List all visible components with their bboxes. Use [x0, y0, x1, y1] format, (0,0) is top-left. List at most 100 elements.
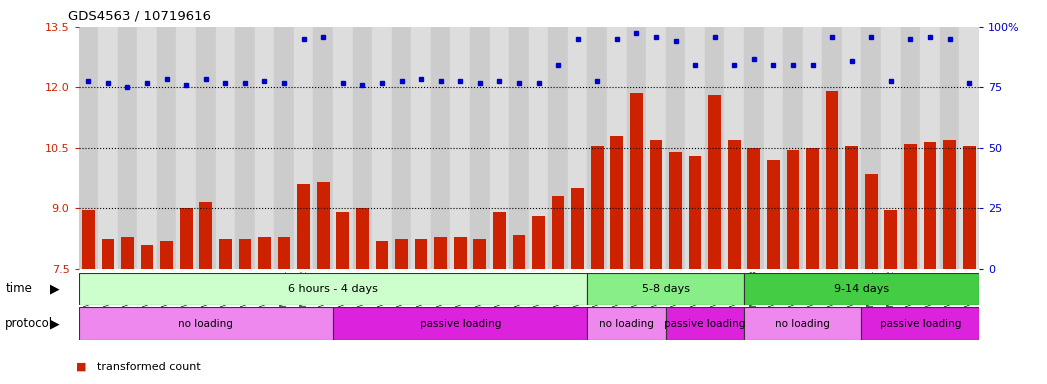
- Bar: [137, 27, 157, 269]
- Bar: [549, 27, 567, 269]
- Bar: [959, 27, 979, 269]
- Bar: [392, 27, 411, 269]
- Bar: [587, 27, 607, 269]
- Bar: [923, 142, 936, 269]
- Bar: [920, 27, 940, 269]
- Bar: [725, 27, 744, 269]
- Text: no loading: no loading: [178, 318, 233, 329]
- Bar: [277, 237, 290, 269]
- Bar: [121, 237, 134, 269]
- Bar: [79, 273, 587, 305]
- Bar: [336, 212, 349, 269]
- Bar: [943, 140, 956, 269]
- Bar: [199, 202, 213, 269]
- Bar: [219, 238, 231, 269]
- Bar: [572, 188, 584, 269]
- Bar: [98, 27, 117, 269]
- Bar: [767, 160, 780, 269]
- Bar: [842, 27, 862, 269]
- Bar: [649, 140, 663, 269]
- Bar: [666, 27, 686, 269]
- Text: ▶: ▶: [49, 283, 60, 295]
- Text: transformed count: transformed count: [97, 362, 201, 372]
- Bar: [803, 27, 822, 269]
- Bar: [626, 27, 646, 269]
- Bar: [865, 174, 877, 269]
- Bar: [763, 27, 783, 269]
- Bar: [79, 307, 333, 340]
- Bar: [783, 27, 803, 269]
- Bar: [333, 307, 587, 340]
- Bar: [274, 27, 294, 269]
- Bar: [372, 27, 392, 269]
- Bar: [490, 27, 509, 269]
- Bar: [748, 148, 760, 269]
- Bar: [567, 27, 587, 269]
- Bar: [196, 27, 216, 269]
- Bar: [297, 184, 310, 269]
- Bar: [552, 196, 564, 269]
- Bar: [806, 148, 819, 269]
- Text: ▶: ▶: [49, 317, 60, 330]
- Bar: [102, 238, 114, 269]
- Bar: [82, 210, 94, 269]
- Bar: [216, 27, 236, 269]
- Text: ■: ■: [76, 362, 87, 372]
- Bar: [353, 27, 372, 269]
- Bar: [591, 146, 604, 269]
- Bar: [646, 27, 666, 269]
- Text: no loading: no loading: [776, 318, 830, 329]
- Bar: [709, 96, 721, 269]
- Text: passive loading: passive loading: [664, 318, 745, 329]
- Bar: [786, 150, 799, 269]
- Bar: [157, 27, 176, 269]
- Bar: [450, 27, 470, 269]
- Bar: [411, 27, 431, 269]
- Text: 9-14 days: 9-14 days: [834, 284, 889, 294]
- Bar: [689, 156, 701, 269]
- Bar: [963, 146, 976, 269]
- Bar: [669, 152, 682, 269]
- Bar: [744, 307, 862, 340]
- Bar: [254, 27, 274, 269]
- Bar: [728, 140, 740, 269]
- Bar: [744, 273, 979, 305]
- Text: passive loading: passive loading: [879, 318, 961, 329]
- Bar: [744, 27, 763, 269]
- Bar: [885, 210, 897, 269]
- Bar: [862, 307, 979, 340]
- Bar: [610, 136, 623, 269]
- Bar: [904, 144, 917, 269]
- Bar: [882, 27, 900, 269]
- Bar: [532, 217, 544, 269]
- Bar: [900, 27, 920, 269]
- Bar: [117, 27, 137, 269]
- Bar: [453, 237, 467, 269]
- Bar: [294, 27, 313, 269]
- Text: 6 hours - 4 days: 6 hours - 4 days: [288, 284, 378, 294]
- Bar: [529, 27, 549, 269]
- Bar: [607, 27, 626, 269]
- Text: passive loading: passive loading: [420, 318, 500, 329]
- Bar: [431, 27, 450, 269]
- Bar: [587, 273, 744, 305]
- Bar: [940, 27, 959, 269]
- Bar: [356, 209, 369, 269]
- Bar: [822, 27, 842, 269]
- Bar: [239, 238, 251, 269]
- Bar: [79, 27, 98, 269]
- Bar: [395, 238, 408, 269]
- Bar: [686, 27, 705, 269]
- Bar: [313, 27, 333, 269]
- Bar: [513, 235, 526, 269]
- Bar: [473, 238, 486, 269]
- Bar: [630, 93, 643, 269]
- Bar: [180, 209, 193, 269]
- Bar: [826, 91, 839, 269]
- Bar: [333, 27, 353, 269]
- Bar: [493, 212, 506, 269]
- Bar: [845, 146, 859, 269]
- Bar: [376, 241, 388, 269]
- Bar: [862, 27, 882, 269]
- Bar: [509, 27, 529, 269]
